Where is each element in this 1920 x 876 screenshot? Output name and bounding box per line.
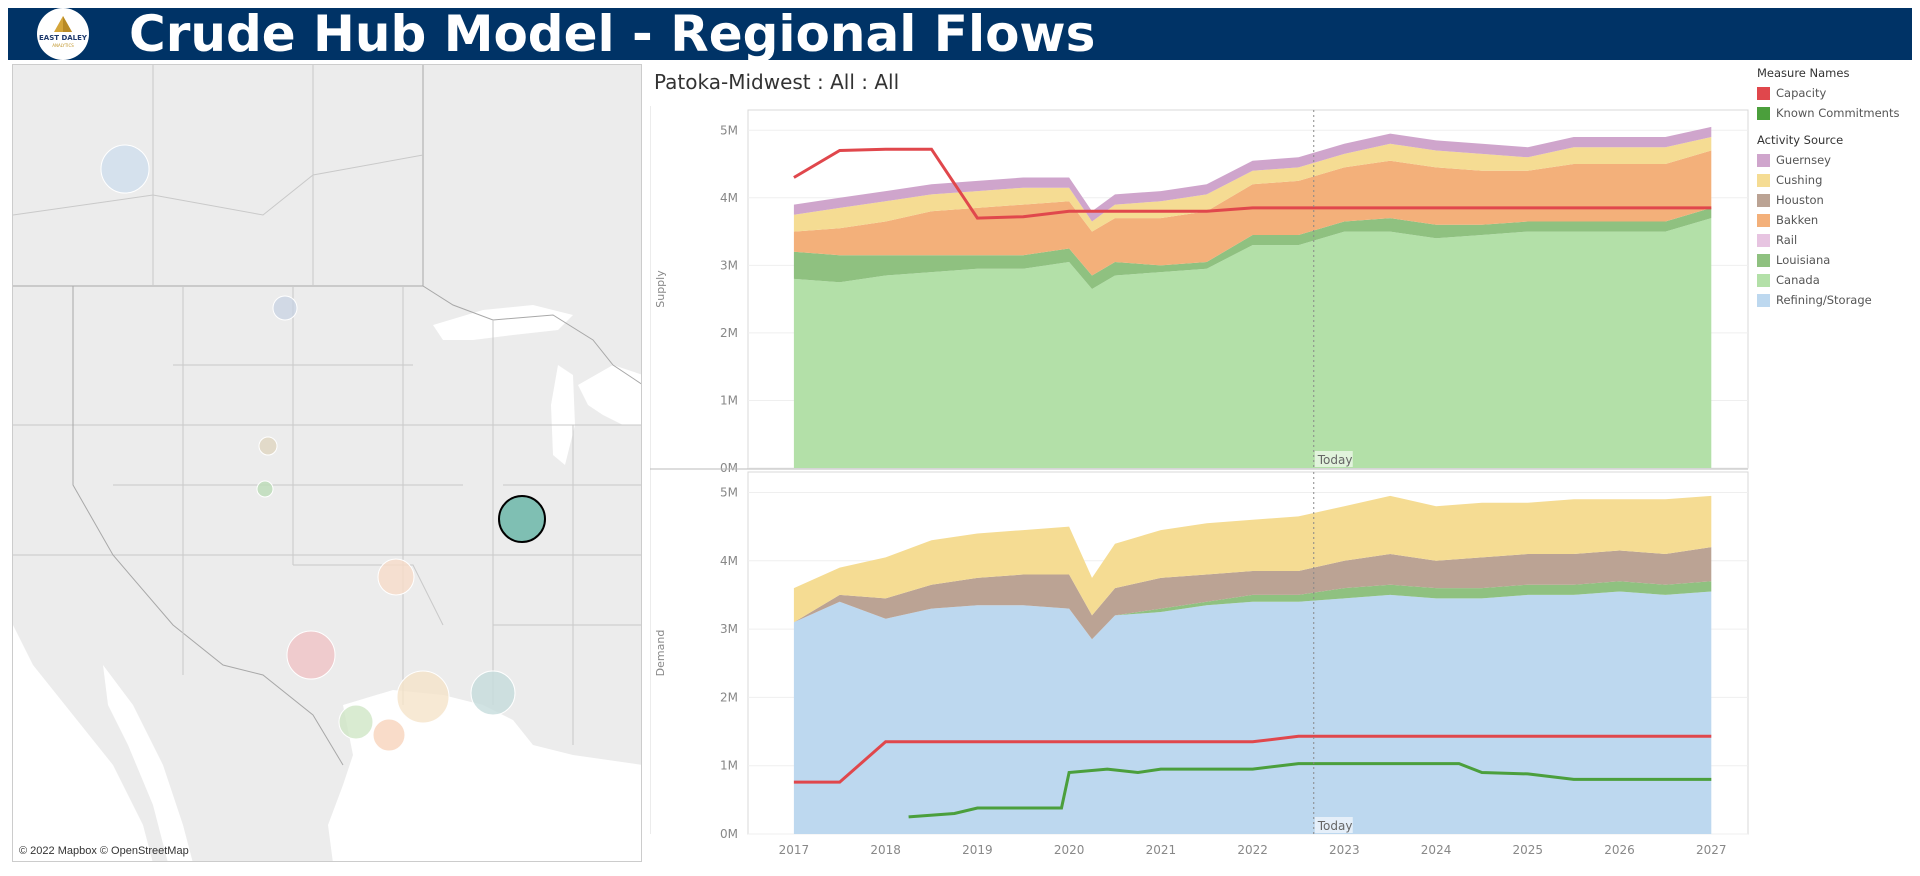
legend-source-canada[interactable]: Canada [1757, 270, 1917, 290]
header-bar: EAST DALEY ANALYTICS Crude Hub Model - R… [8, 8, 1912, 60]
flow-charts[interactable]: 0M 1M 2M 3M 4M 5M Supply Today 0M 1M 2M 3M 4M 5M Deman… [650, 100, 1750, 870]
today-label: Today [1317, 819, 1353, 833]
area-louisiana[interactable] [793, 207, 1712, 289]
legend-label: Capacity [1776, 86, 1827, 100]
y-tick-label: 1M [720, 393, 738, 407]
x-tick-label: 2025 [1513, 843, 1544, 857]
hub-bubble[interactable] [396, 670, 450, 724]
legend-source-refining-storage[interactable]: Refining/Storage [1757, 290, 1917, 310]
y-tick-label: 4M [720, 554, 738, 568]
y-tick-label: 3M [720, 258, 738, 272]
legend-label: Louisiana [1776, 253, 1831, 267]
x-tick-label: 2021 [1146, 843, 1177, 857]
hub-map[interactable]: © 2022 Mapbox © OpenStreetMap [12, 64, 642, 862]
legend-panel: Measure Names Capacity Known Commitments … [1757, 66, 1917, 310]
legend-swatch [1757, 153, 1770, 167]
hub-bubble[interactable] [338, 704, 374, 740]
logo-subtitle: ANALYTICS [52, 43, 74, 48]
hub-bubble[interactable] [470, 670, 516, 716]
y-tick-label: 0M [720, 827, 738, 841]
hub-bubble[interactable] [377, 558, 415, 596]
hub-bubble-selected[interactable] [498, 495, 546, 543]
today-label: Today [1317, 453, 1353, 467]
y-axis-label: Supply [654, 270, 667, 308]
y-axis-label: Demand [654, 630, 667, 677]
legend-swatch [1757, 173, 1770, 187]
line-capacity[interactable] [793, 147, 1712, 220]
chart-title: Patoka-Midwest : All : All [654, 70, 900, 94]
y-tick-label: 3M [720, 622, 738, 636]
dashboard-title: Crude Hub Model - Regional Flows [129, 5, 1096, 63]
area-guernsey[interactable] [793, 126, 1712, 222]
area-houston[interactable] [793, 547, 1712, 640]
legend-swatch [1757, 106, 1770, 120]
legend-source-cushing[interactable]: Cushing [1757, 170, 1917, 190]
today-label-bg [1314, 451, 1353, 467]
y-tick-label: 1M [720, 759, 738, 773]
x-tick-label: 2027 [1696, 843, 1727, 857]
legend-label: Guernsey [1776, 153, 1831, 167]
area-cushing[interactable] [793, 137, 1712, 232]
legend-measure-title: Measure Names [1757, 66, 1850, 80]
legend-label: Cushing [1776, 173, 1823, 187]
area-louisiana[interactable] [793, 581, 1712, 640]
area-canada[interactable] [793, 218, 1712, 468]
x-tick-label: 2024 [1421, 843, 1452, 857]
x-tick-label: 2022 [1237, 843, 1268, 857]
y-tick-label: 5M [720, 485, 738, 499]
legend-source-bakken[interactable]: Bakken [1757, 210, 1917, 230]
legend-label: Canada [1776, 273, 1820, 287]
x-tick-label: 2020 [1054, 843, 1085, 857]
line-capacity[interactable] [793, 734, 1712, 784]
legend-swatch [1757, 293, 1770, 307]
legend-label: Rail [1776, 233, 1798, 247]
hub-bubble[interactable] [256, 480, 274, 498]
hub-bubble[interactable] [272, 295, 298, 321]
map-attribution[interactable]: © 2022 Mapbox © OpenStreetMap [19, 845, 189, 857]
x-tick-label: 2023 [1329, 843, 1360, 857]
legend-swatch [1757, 233, 1770, 247]
line-known-commitments[interactable] [908, 762, 1712, 819]
logo-name: EAST DALEY [39, 34, 87, 42]
y-tick-label: 2M [720, 326, 738, 340]
legend-source-louisiana[interactable]: Louisiana [1757, 250, 1917, 270]
y-tick-label: 0M [720, 461, 738, 475]
x-tick-label: 2017 [779, 843, 810, 857]
legend-swatch [1757, 273, 1770, 287]
map-canvas[interactable] [13, 65, 642, 862]
pyramid-icon [54, 16, 72, 32]
y-tick-label: 5M [720, 123, 738, 137]
x-tick-label: 2019 [962, 843, 993, 857]
legend-measure-known-commitments[interactable]: Known Commitments [1757, 103, 1917, 123]
legend-source-title: Activity Source [1757, 133, 1844, 147]
legend-source-guernsey[interactable]: Guernsey [1757, 150, 1917, 170]
legend-source-rail[interactable]: Rail [1757, 230, 1917, 250]
legend-swatch [1757, 253, 1770, 267]
legend-swatch [1757, 193, 1770, 207]
y-tick-label: 2M [720, 690, 738, 704]
x-tick-label: 2018 [870, 843, 901, 857]
legend-swatch [1757, 213, 1770, 227]
legend-swatch [1757, 86, 1770, 100]
hub-bubble[interactable] [372, 718, 406, 752]
x-tick-label: 2026 [1604, 843, 1635, 857]
hub-bubble[interactable] [286, 630, 336, 680]
area-cushing[interactable] [793, 495, 1712, 623]
panel-demand[interactable]: 0M 1M 2M 3M 4M 5M Demand Today 2017 2018 2019 2020 2… [654, 471, 1749, 857]
legend-measure-capacity[interactable]: Capacity [1757, 83, 1917, 103]
hub-bubble[interactable] [258, 436, 278, 456]
today-label-bg [1314, 817, 1353, 833]
area-bakken[interactable] [793, 150, 1712, 276]
legend-label: Known Commitments [1776, 106, 1900, 120]
area-refining-storage[interactable] [793, 591, 1712, 835]
y-tick-label: 4M [720, 191, 738, 205]
legend-label: Bakken [1776, 213, 1819, 227]
legend-label: Refining/Storage [1776, 293, 1872, 307]
panel-supply[interactable]: 0M 1M 2M 3M 4M 5M Supply Today [654, 109, 1749, 475]
company-logo: EAST DALEY ANALYTICS [37, 8, 89, 60]
legend-source-houston[interactable]: Houston [1757, 190, 1917, 210]
legend-label: Houston [1776, 193, 1824, 207]
hub-bubble[interactable] [100, 144, 150, 194]
